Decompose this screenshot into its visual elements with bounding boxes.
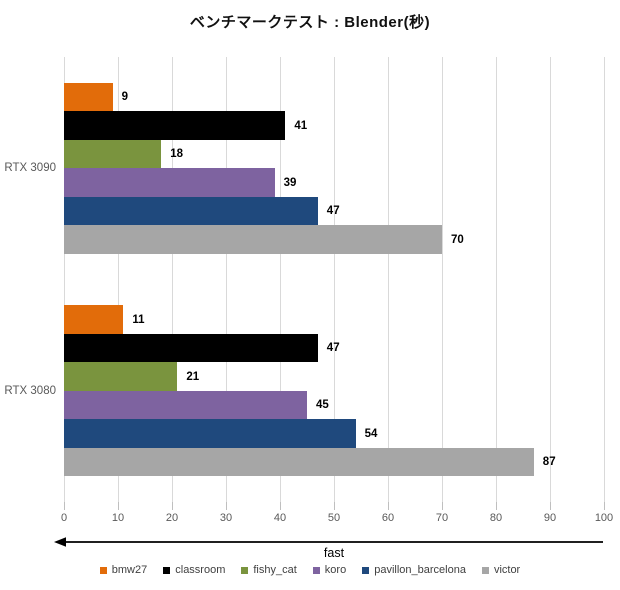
axis-tick — [280, 502, 281, 510]
bar-row: 54 — [64, 419, 604, 448]
axis-tick — [226, 502, 227, 510]
bar-value-label: 87 — [542, 456, 556, 468]
bar-fishy_cat — [64, 139, 162, 169]
bar-row: 47 — [64, 196, 604, 226]
axis-tick-label: 80 — [489, 512, 503, 524]
legend: bmw27 classroom fishy_cat koro pavillon_barc… — [0, 564, 620, 576]
axis-tick — [388, 502, 389, 510]
bar-row: 87 — [64, 447, 604, 477]
bar-row: 45 — [64, 390, 604, 420]
bar-row: 18 — [64, 139, 604, 169]
bar-victor — [64, 225, 442, 254]
bar-row: 47 — [64, 333, 604, 363]
axis-tick-label: 40 — [273, 512, 287, 524]
legend-swatch-icon — [312, 566, 320, 574]
x-axis-label: fast — [323, 546, 345, 560]
bar-value-label: 39 — [283, 176, 297, 189]
legend-label: bmw27 — [111, 564, 148, 576]
axis-tick-label: 50 — [327, 512, 341, 524]
axis-tick — [172, 502, 173, 510]
legend-item-pavillon_barcelona: pavillon_barcelona — [362, 564, 466, 576]
bar-value-label: 54 — [364, 427, 378, 440]
axis-tick — [604, 502, 605, 510]
bar-fishy_cat — [64, 362, 178, 391]
legend-label: classroom — [175, 564, 226, 576]
x-axis-arrow-left-icon — [54, 537, 603, 547]
legend-item-fishy_cat: fishy_cat — [241, 564, 297, 576]
bar-value-label: 9 — [121, 91, 128, 103]
legend-item-victor: victor — [481, 564, 521, 576]
bar-row: 11 — [64, 305, 604, 334]
plot-area: 9 41 18 39 47 70 11 47 21 45 54 87 — [64, 57, 605, 503]
gridline — [388, 57, 389, 502]
bar-row: 41 — [64, 111, 604, 140]
gridline — [334, 57, 335, 502]
axis-tick — [118, 502, 119, 510]
gridline — [496, 57, 497, 502]
axis-tick — [442, 502, 443, 510]
bar-pavillon_barcelona — [64, 196, 318, 226]
bar-row: 21 — [64, 362, 604, 391]
bar-row: 9 — [64, 82, 604, 112]
axis-tick-label: 100 — [594, 512, 614, 524]
bar-koro — [64, 390, 307, 420]
axis-tick-label: 30 — [219, 512, 233, 524]
bar-row: 39 — [64, 168, 604, 197]
bar-koro — [64, 168, 275, 197]
legend-label: koro — [324, 564, 347, 576]
bar-value-label: 47 — [326, 205, 340, 217]
bar-value-label: 11 — [132, 313, 145, 326]
axis-tick-label: 0 — [60, 512, 68, 524]
axis-tick — [334, 502, 335, 510]
legend-swatch-icon — [362, 566, 370, 574]
axis-tick-label: 60 — [381, 512, 395, 524]
gridline — [118, 57, 119, 502]
bar-value-label: 41 — [294, 119, 308, 132]
bar-value-label: 47 — [326, 342, 340, 354]
bar-classroom — [64, 333, 318, 363]
legend-swatch-icon — [481, 566, 489, 574]
axis-tick — [64, 502, 65, 510]
axis-tick-label: 70 — [435, 512, 449, 524]
bar-victor — [64, 447, 534, 477]
gridline — [604, 57, 605, 502]
bar-bmw27 — [64, 82, 113, 112]
category-label: RTX 3080 — [4, 384, 56, 397]
legend-label: fishy_cat — [253, 564, 297, 576]
legend-swatch-icon — [163, 566, 171, 574]
legend-item-classroom: classroom — [163, 564, 225, 576]
axis-tick — [550, 502, 551, 510]
gridline — [280, 57, 281, 502]
gridline — [442, 57, 443, 502]
category-row: 11 47 21 45 54 87 — [64, 280, 604, 503]
gridline — [64, 57, 65, 502]
legend-swatch-icon — [99, 566, 107, 574]
bar-pavillon_barcelona — [64, 419, 356, 448]
legend-swatch-icon — [241, 566, 249, 574]
bar-value-label: 45 — [316, 399, 329, 411]
legend-item-koro: koro — [312, 564, 347, 576]
bar-value-label: 21 — [186, 370, 200, 383]
axis-tick-label: 10 — [111, 512, 125, 524]
bar-row: 70 — [64, 225, 604, 254]
legend-label: victor — [493, 564, 521, 576]
axis-tick-label: 90 — [543, 512, 557, 524]
axis-tick-label: 20 — [165, 512, 179, 524]
gridline — [550, 57, 551, 502]
category-row: 9 41 18 39 47 70 — [64, 57, 604, 280]
bar-value-label: 70 — [451, 233, 464, 246]
legend-item-bmw27: bmw27 — [99, 564, 148, 576]
axis-tick — [496, 502, 497, 510]
bar-value-label: 18 — [170, 148, 183, 160]
category-label: RTX 3090 — [4, 162, 56, 175]
legend-label: pavillon_barcelona — [374, 564, 466, 576]
bar-classroom — [64, 111, 286, 140]
chart-title: ベンチマークテスト : Blender(秒) — [189, 14, 431, 31]
bar-bmw27 — [64, 305, 124, 334]
gridline — [226, 57, 227, 502]
gridline — [172, 57, 173, 502]
